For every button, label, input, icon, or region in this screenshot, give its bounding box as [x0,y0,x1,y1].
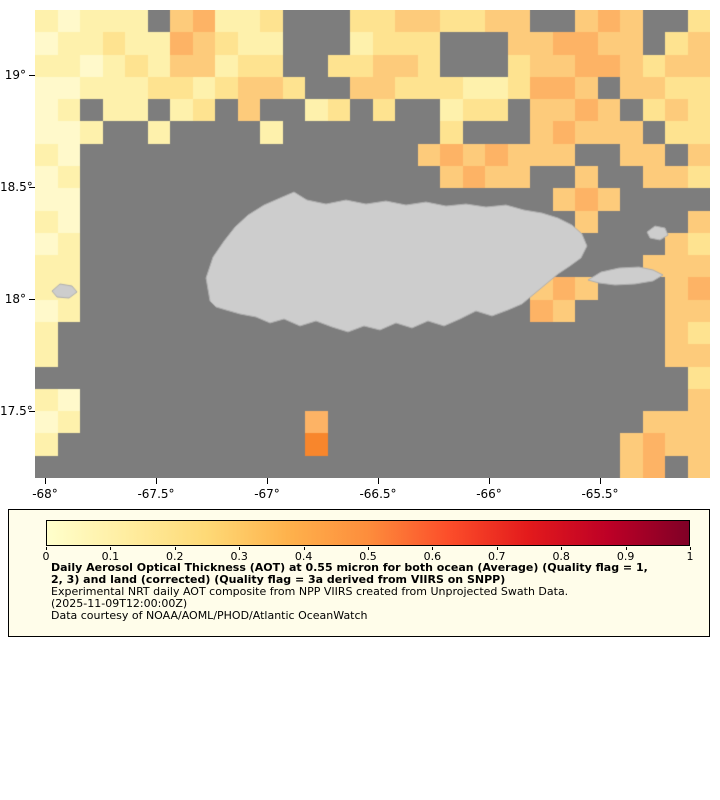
colorbar-tick-label: 0.2 [166,550,184,563]
caption-credit: Data courtesy of NOAA/AOML/PHOD/Atlantic… [51,609,368,622]
x-axis-tick-label: -67° [254,487,280,501]
caption-subtitle: Experimental NRT daily AOT composite fro… [51,585,569,598]
x-axis-tick [156,478,157,484]
colorbar-gradient [46,520,690,546]
legend-box: 0 0.1 0.2 0.3 0.4 0.5 0.6 0.7 0.8 0.9 1 Daily Aero… [8,509,710,637]
colorbar-tick-label: 0.4 [294,550,313,563]
y-axis-tick-label: 17.5° [0,404,33,418]
colorbar-tick-label: 0.5 [359,550,377,563]
colorbar-tick [46,547,47,550]
colorbar-tick [174,547,176,550]
colorbar-tick-label: 1 [686,550,694,563]
colorbar-tick [625,547,627,550]
x-axis-tick [600,478,601,484]
map-plot [35,10,710,478]
x-axis-tick [45,478,46,484]
colorbar-tick [368,547,369,550]
x-axis-tick [267,478,268,484]
colorbar-tick-label: 0.8 [552,550,570,563]
colorbar-tick [496,547,498,550]
x-axis-tick-label: -66° [476,487,502,501]
caption-title-line-2: 2, 3) and land (corrected) (Quality flag… [51,573,506,586]
colorbar-tick [110,547,112,550]
colorbar-tick [690,547,691,550]
x-axis-tick-label: -66.5° [359,487,397,501]
colorbar-tick-label: 0.7 [488,550,506,563]
colorbar-tick [239,547,241,550]
caption-timestamp: (2025-11-09T12:00:00Z) [51,597,188,610]
colorbar-tick-label: 0 [42,550,50,563]
colorbar-tick [303,547,305,550]
y-axis-tick-label: 18° [4,292,26,306]
x-axis-tick-label: -67.5° [137,487,175,501]
colorbar-ticks: 0 0.1 0.2 0.3 0.4 0.5 0.6 0.7 0.8 0.9 1 [42,547,694,565]
y-axis-tick-label: 18.5° [0,180,33,194]
colorbar-tick-label: 0.9 [616,550,635,563]
x-axis-tick [489,478,490,484]
caption-title-line-1: Daily Aerosol Optical Thickness (AOT) at… [51,561,648,574]
colorbar-tick [432,547,434,550]
y-axis-tick-label: 19° [4,68,26,82]
map-raster [35,10,710,478]
x-axis-tick [378,478,379,484]
x-axis-tick-label: -65.5° [581,487,619,501]
x-axis-tick-label: -68° [32,487,58,501]
colorbar-tick-label: 0.6 [423,550,442,563]
colorbar-tick [561,547,563,550]
colorbar-tick-label: 0.1 [101,550,120,563]
colorbar-tick-label: 0.3 [230,550,248,563]
legend-caption: Daily Aerosol Optical Thickness (AOT) at… [51,562,648,622]
